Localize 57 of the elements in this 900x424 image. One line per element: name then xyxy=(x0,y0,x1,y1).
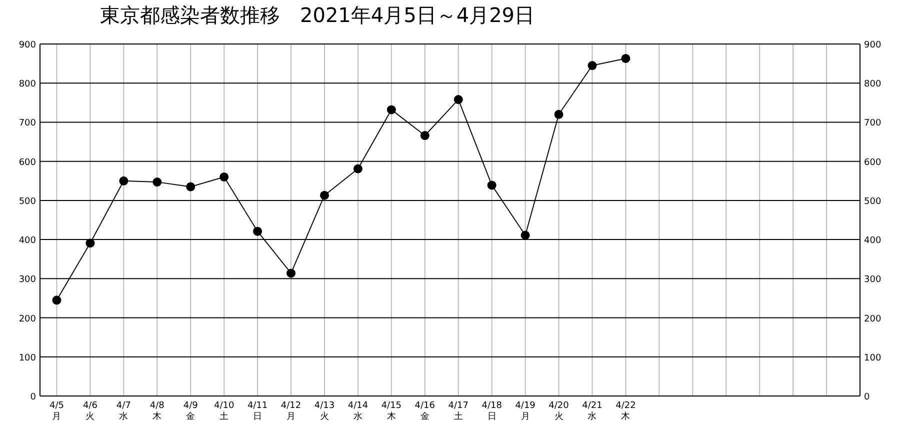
chart-title: 東京都感染者数推移 2021年4月5日～4月29日 xyxy=(100,3,535,27)
y2-tick-label: 600 xyxy=(864,158,882,168)
x-tick-label: 4/7 水 xyxy=(116,401,131,422)
point xyxy=(454,95,463,104)
y2-tick-label: 100 xyxy=(864,353,882,364)
x-tick-label: 4/15 木 xyxy=(381,401,402,422)
x-tick-label: 4/8 木 xyxy=(150,401,165,422)
point xyxy=(487,180,496,190)
y2-tick-label: 500 xyxy=(864,196,882,207)
point xyxy=(520,230,530,240)
x-tick-label: 4/22 木 xyxy=(616,401,636,422)
x-tick-label: 4/21 水 xyxy=(582,401,602,422)
x-tick-label: 4/10 土 xyxy=(214,401,234,422)
point xyxy=(220,172,229,182)
point xyxy=(353,164,362,174)
point xyxy=(320,190,329,200)
x-tick-label: 4/11 日 xyxy=(247,401,268,422)
y-tick-label: 500 xyxy=(18,196,36,207)
point xyxy=(86,238,95,248)
point xyxy=(186,182,196,192)
y-tick-label: 700 xyxy=(18,118,36,129)
y2-tick-label: 0 xyxy=(864,392,870,402)
point xyxy=(253,226,262,236)
y2-tick-label: 400 xyxy=(864,236,882,246)
point xyxy=(554,110,564,119)
y-tick-label: 300 xyxy=(18,275,36,286)
y-tick-label: 600 xyxy=(18,158,36,168)
point xyxy=(420,131,430,140)
point xyxy=(152,178,162,187)
x-tick-label: 4/13 火 xyxy=(314,401,335,422)
y2-tick-label: 200 xyxy=(864,314,882,324)
y2-tick-label: 700 xyxy=(864,118,882,129)
x-tick-label: 4/5 月 xyxy=(49,401,64,422)
x-tick-label: 4/14 水 xyxy=(348,401,368,422)
y-tick-label: 800 xyxy=(18,80,36,90)
y-tick-label: 100 xyxy=(18,353,36,364)
x-tick-label: 4/6 火 xyxy=(82,401,98,422)
point xyxy=(588,61,597,70)
point xyxy=(286,268,296,278)
y2-tick-label: 800 xyxy=(864,80,882,90)
x-tick-label: 4/9 金 xyxy=(183,401,198,422)
point xyxy=(386,105,396,114)
x-tick-label: 4/20 火 xyxy=(548,401,570,422)
y-tick-label: 0 xyxy=(30,392,36,402)
x-tick-label: 4/12 月 xyxy=(280,401,302,422)
point xyxy=(52,296,62,305)
y-tick-label: 400 xyxy=(18,236,36,246)
y-tick-label: 200 xyxy=(18,314,36,324)
x-tick-label: 4/19 月 xyxy=(515,401,536,422)
x-tick-label: 4/17 土 xyxy=(448,401,468,422)
y2-tick-label: 900 xyxy=(864,40,882,50)
x-tick-label: 4/18 日 xyxy=(482,401,502,422)
y-tick-label: 900 xyxy=(18,40,36,50)
point xyxy=(119,176,128,186)
x-tick-label: 4/16 金 xyxy=(414,401,436,422)
y2-tick-label: 300 xyxy=(864,275,882,286)
point xyxy=(621,54,630,63)
